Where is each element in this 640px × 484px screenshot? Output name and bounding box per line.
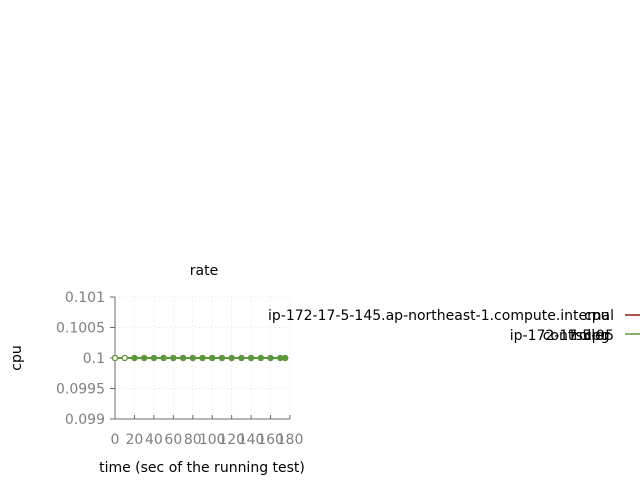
y-tick-label: 0.101 — [65, 290, 105, 306]
x-tick-label: 0 — [111, 432, 120, 448]
data-point — [121, 354, 128, 362]
data-point — [257, 354, 264, 362]
data-point — [267, 354, 274, 362]
y-tick-label: 0.1 — [83, 351, 105, 367]
data-point — [199, 354, 206, 362]
data-point — [179, 354, 187, 362]
legend-label: cpu tsung controller ip-172-17-5-95 — [510, 328, 614, 344]
data-point — [238, 354, 245, 362]
y-tick-label: 0.099 — [65, 412, 105, 428]
legend-label-part: cpu — [584, 328, 609, 344]
data-point — [189, 354, 196, 362]
x-tick-label: 80 — [184, 432, 202, 448]
x-tick-label: 140 — [238, 432, 265, 448]
data-point — [111, 354, 119, 362]
data-point — [131, 354, 138, 362]
y-tick-label: 0.0995 — [56, 382, 105, 398]
data-point — [277, 354, 284, 362]
data-point — [150, 354, 157, 362]
legend-entry: cpu ip-172-17-5-145.ap-northeast-1.compu… — [268, 308, 640, 324]
x-tick-label: 160 — [257, 432, 284, 448]
axes: 0.099 0.0995 0.1 0.1005 0.101 0 20 40 60 80100120… — [56, 290, 303, 448]
data-point — [160, 354, 167, 362]
data-point — [218, 354, 226, 362]
data-point — [228, 354, 235, 362]
series — [111, 354, 289, 362]
x-tick-label: 20 — [126, 432, 144, 448]
data-point — [141, 354, 148, 362]
data-point — [248, 354, 255, 362]
x-tick-label: 120 — [218, 432, 245, 448]
legend-label-part: controller — [543, 328, 610, 344]
series-group — [111, 354, 289, 362]
x-tick-label: 60 — [164, 432, 182, 448]
legend: cpu ip-172-17-5-145.ap-northeast-1.compu… — [268, 308, 640, 344]
legend-label-part: cpu — [584, 308, 609, 324]
y-tick-label: 0.1005 — [56, 321, 105, 337]
legend-entry: cpu tsung controller ip-172-17-5-95 — [510, 328, 640, 344]
x-tick-label: 100 — [199, 432, 226, 448]
legend-label-part: ip-172-17-5-95 — [510, 328, 614, 344]
y-axis-label: cpu — [9, 345, 25, 370]
data-point — [170, 354, 177, 362]
x-tick-label: 40 — [145, 432, 163, 448]
data-point — [282, 354, 289, 362]
legend-label-part: ip-172-17-5-145.ap-northeast-1.compute.i… — [268, 308, 614, 324]
data-point — [209, 354, 216, 362]
x-axis-label: time (sec of the running test) — [99, 460, 305, 476]
legend-label: cpu ip-172-17-5-145.ap-northeast-1.compu… — [268, 308, 614, 324]
chart-title: rate — [190, 263, 218, 279]
legend-label-part: tsung — [570, 328, 609, 344]
x-tick-label: 180 — [277, 432, 304, 448]
